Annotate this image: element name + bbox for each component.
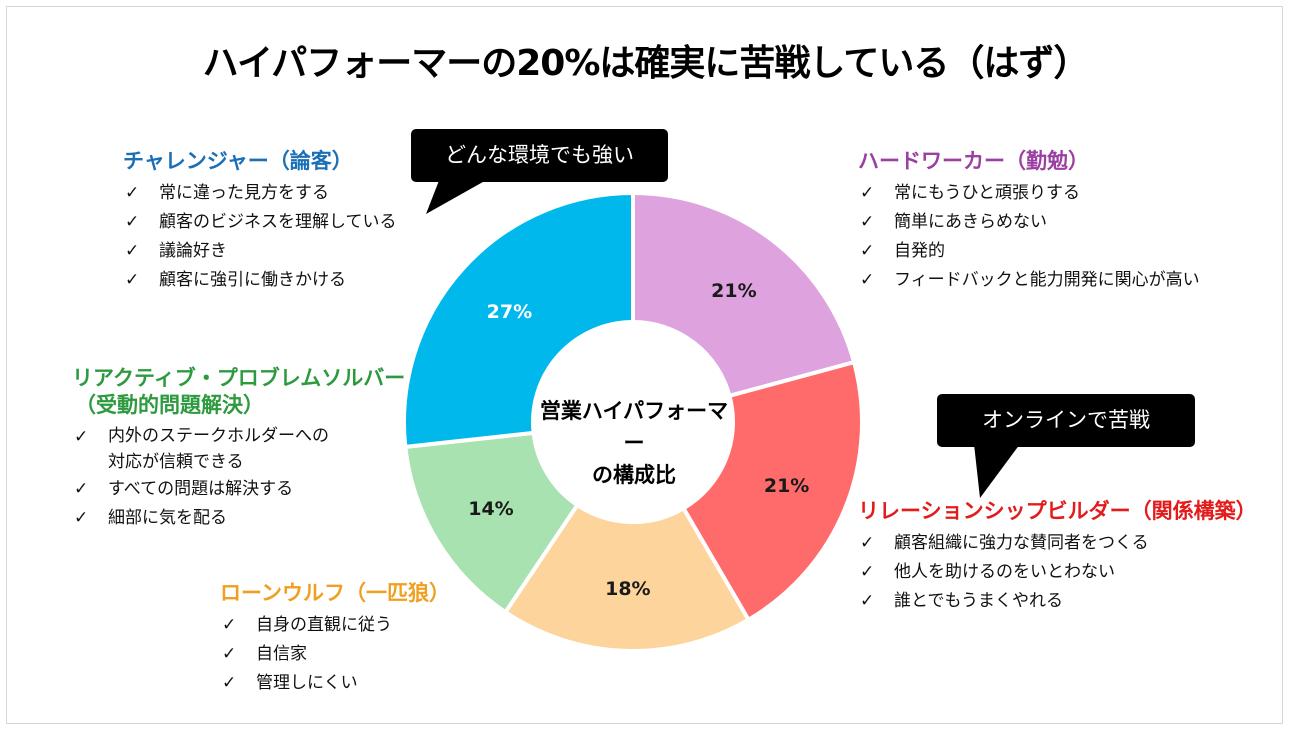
check-icon: ✓ [125,241,140,261]
item-text: 簡単にあきらめない [894,212,1047,232]
list-item: ✓ 顧客に強引に働きかける [123,266,397,295]
check-icon: ✓ [860,270,875,290]
check-icon: ✓ [74,479,89,499]
slide-title: ハイパフォーマーの20%は確実に苦戦している（はず） [202,43,1090,84]
donut-slice [631,190,857,399]
check-icon: ✓ [222,644,237,664]
check-icon: ✓ [125,270,140,290]
list-item: ✓ 他人を助けるのをいとわない [858,558,1257,587]
group-lone-wolf: ローンウルフ（一匹狼） ✓ 自身の直観に従う ✓ 自信家 ✓ 管理しにくい [220,580,450,698]
list-item: ✓ 細部に気を配る [72,504,405,533]
slice-data-label: 18% [605,578,650,600]
list-item: ✓ 内外のステークホルダーへの 対応が信頼できる [72,423,405,475]
check-icon: ✓ [860,183,875,203]
check-icon: ✓ [860,241,875,261]
check-icon: ✓ [74,427,89,447]
item-text: 自身の直観に従う [256,615,392,635]
group-title: ローンウルフ（一匹狼） [220,581,450,605]
slice-data-label: 21% [764,475,809,497]
list-item: ✓ フィードバックと能力開発に関心が高い [858,266,1200,295]
list-item: ✓ 議論好き [123,237,397,266]
group-reactive-problem-solver: リアクティブ・プロブレムソルバー （受動的問題解決） ✓ 内外のステークホルダーへ… [72,365,405,533]
list-item: ✓ 自信家 [220,640,450,669]
list-item: ✓ 簡単にあきらめない [858,208,1200,237]
callout-right-tail [974,444,1020,498]
item-text: 自発的 [894,241,945,261]
item-text: 管理しにくい [256,673,358,693]
group-hardworker: ハードワーカー（勤勉） ✓ 常にもうひと頑張りする ✓ 簡単にあきらめない ✓ 自発的… [858,148,1200,295]
item-text: 顧客組織に強力な賛同者をつくる [894,533,1149,553]
group-title-line-1: リアクティブ・プロブレムソルバー [72,366,406,390]
callout-top-tail [426,178,490,214]
slice-data-label: 21% [711,280,756,302]
slice-data-label: 14% [468,498,513,520]
list-item: ✓ 顧客のビジネスを理解している [123,208,397,237]
list-item: ✓ 常に違った見方をする [123,179,397,208]
item-text: 顧客に強引に働きかける [159,270,346,290]
center-label-line-1: 営業ハイパフォーマー [539,399,729,455]
group-challenger: チャレンジャー（論客） ✓ 常に違った見方をする ✓ 顧客のビジネスを理解している … [123,148,397,295]
item-text: 常にもうひと頑張りする [894,183,1080,203]
list-item: ✓ 自発的 [858,237,1200,266]
item-text: すべての問題は解決する [108,479,294,499]
check-icon: ✓ [860,562,875,582]
item-text: 他人を助けるのをいとわない [894,562,1115,582]
check-icon: ✓ [125,183,140,203]
check-icon: ✓ [222,615,237,635]
item-text: 顧客のビジネスを理解している [159,212,397,232]
item-text: 常に違った見方をする [159,183,329,203]
check-icon: ✓ [74,508,89,528]
list-item: ✓ 常にもうひと頑張りする [858,179,1200,208]
donut-slice [402,190,635,450]
group-title-line-2: （受動的問題解決） [75,393,264,417]
list-item: ✓ 顧客組織に強力な賛同者をつくる [858,529,1257,558]
list-item: ✓ 管理しにくい [220,669,450,698]
item-text-line-1: 内外のステークホルダーへの [108,426,329,446]
donut-slice [680,359,864,623]
check-icon: ✓ [860,533,875,553]
donut-slice [502,502,752,653]
list-item: ✓ すべての問題は解決する [72,475,405,504]
donut-slice [403,430,581,615]
callout-online-struggle: オンラインで苦戦 [937,394,1195,447]
callout-strong-anywhere: どんな環境でも強い [411,129,668,182]
check-icon: ✓ [125,212,140,232]
group-title: チャレンジャー（論客） [123,149,353,173]
list-item: ✓ 自身の直観に従う [220,611,450,640]
item-text: 細部に気を配る [108,508,227,528]
item-text-line-2: 対応が信頼できる [108,452,244,472]
donut-center-label: 営業ハイパフォーマー の構成比 [534,395,734,491]
item-text: 議論好き [159,241,227,261]
check-icon: ✓ [860,591,875,611]
group-title: ハードワーカー（勤勉） [858,149,1089,173]
list-item: ✓ 誰とでもうまくやれる [858,587,1257,616]
group-title: リレーションシップビルダー（関係構築） [858,499,1257,523]
item-text: 自信家 [256,644,307,664]
slice-data-label: 27% [487,301,532,323]
slide-frame [6,6,1283,724]
item-text: 誰とでもうまくやれる [894,591,1063,611]
check-icon: ✓ [222,673,237,693]
item-text: フィードバックと能力開発に関心が高い [894,270,1200,290]
center-label-line-2: の構成比 [592,463,676,487]
group-relationship-builder: リレーションシップビルダー（関係構築） ✓ 顧客組織に強力な賛同者をつくる ✓ 他人… [858,498,1257,616]
check-icon: ✓ [860,212,875,232]
